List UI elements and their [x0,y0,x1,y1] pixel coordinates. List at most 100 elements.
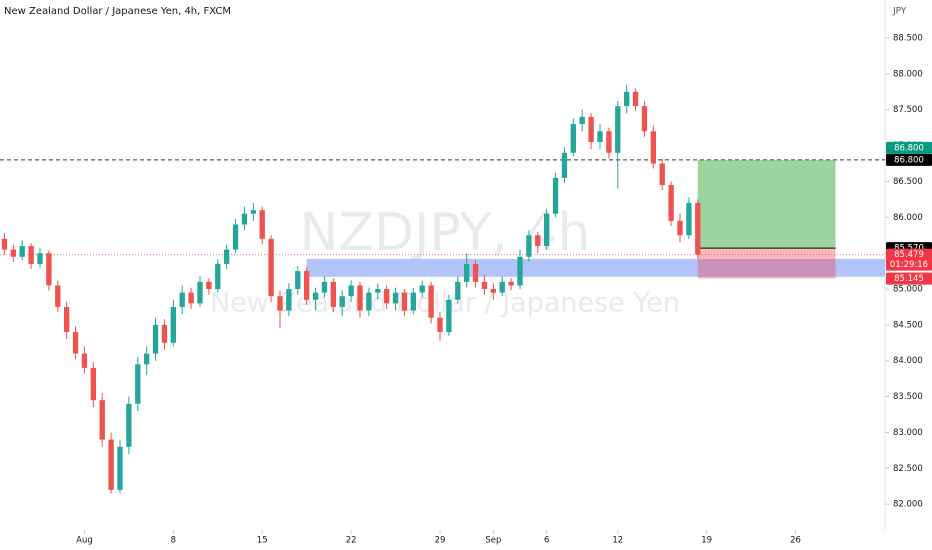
candle-body [401,292,408,311]
candle-body [570,124,576,153]
candle-body [668,185,674,221]
y-tick-label: 82.000 [893,500,923,510]
candle-body [472,263,479,282]
candle-body [544,213,550,246]
price-tag [886,153,932,166]
candle-body [348,285,354,297]
watermark: NZDJPY, 4h [300,203,591,263]
price-tag [886,141,932,154]
candle-body [206,281,212,290]
candle-body [268,238,274,297]
candle-body [632,91,639,107]
x-tick-label: 15 [257,536,268,546]
candle-body [250,210,256,214]
candle-body [339,296,345,307]
candle-body [321,281,328,293]
candle-body [277,296,283,311]
x-tick-label: Sep [485,536,501,546]
candle-body [650,131,656,164]
candle-body [126,403,132,447]
y-tick-label: 86.000 [893,213,923,223]
candle-body [552,177,559,214]
x-tick-label: 26 [790,536,801,546]
profit-zone [697,159,836,249]
candle-body [224,249,230,264]
countdown: 01:29:16 [890,260,928,270]
y-tick-label: 83.500 [893,392,923,402]
candle-body [446,299,452,333]
candle-body [286,289,292,311]
price-tag-label: 85.570 [894,244,924,254]
candle-body [152,324,159,354]
candle-body [597,131,603,143]
candle-body [606,131,612,153]
candle-body [419,285,425,293]
x-tick-label: 19 [701,536,712,546]
candle-body [481,281,488,290]
price-tag-label: 85.145 [894,274,924,284]
y-tick-label: 86.500 [893,177,923,187]
candle-body [232,224,239,250]
candle-body [117,446,123,490]
y-tick-label: 88.000 [893,69,923,79]
candle-body [19,245,25,257]
candle-body [37,253,43,264]
loss-zone [697,248,836,279]
candle-body [170,306,176,343]
x-tick-label: 6 [544,536,549,546]
candle-body [695,202,701,255]
y-tick-label: 83.000 [893,428,923,438]
candle-body [535,235,541,246]
candle-body [517,256,523,286]
candle-body [659,163,665,186]
candle-body [686,202,692,236]
candle-body [161,324,168,343]
candle-body [384,289,390,304]
candle-body [392,292,399,304]
candle-body [55,285,61,307]
candle-body [624,91,630,107]
candle-body [135,364,141,404]
price-tag [886,272,932,285]
x-tick-label: 29 [435,536,446,546]
last-price-tag [886,248,932,271]
candle-body [188,292,194,304]
candle-body [677,220,683,236]
candle-body [588,116,594,143]
candle-body [437,317,443,333]
candle-body [508,281,514,286]
y-tick-label: 87.500 [893,105,923,115]
candle-body [579,116,585,125]
candle-body [179,292,185,307]
candle-body [357,285,363,311]
candle-body [241,213,248,225]
candle-body [197,281,203,304]
x-tick-label: 22 [346,536,357,546]
candle-body [28,245,34,264]
candle-body [64,306,70,333]
candle-body [464,263,470,282]
candle-body [144,353,150,365]
price-tag-label: 86.800 [894,155,924,165]
candle-body [330,281,336,307]
candle-body [526,235,532,257]
last-price-label: 85.479 [894,250,924,260]
candle-body [312,292,319,300]
chart-title: New Zealand Dollar / Japanese Yen, 4h, F… [4,6,231,17]
candle-body [641,106,648,132]
y-tick-label: 82.500 [893,464,923,474]
x-tick-label: 8 [171,536,176,546]
x-tick-label: 12 [612,536,623,546]
x-tick-label: Aug [76,536,93,546]
candle-body [90,367,96,401]
candle-body [81,353,88,368]
y-tick-label: 84.500 [893,320,923,330]
candle-body [72,332,79,354]
candle-body [366,292,372,311]
candle-body [215,263,221,290]
candle-body [10,249,16,257]
candle-body [304,271,310,300]
y-tick-label: 84.000 [893,356,923,366]
candle-body [295,271,301,290]
currency: JPY [892,7,907,17]
